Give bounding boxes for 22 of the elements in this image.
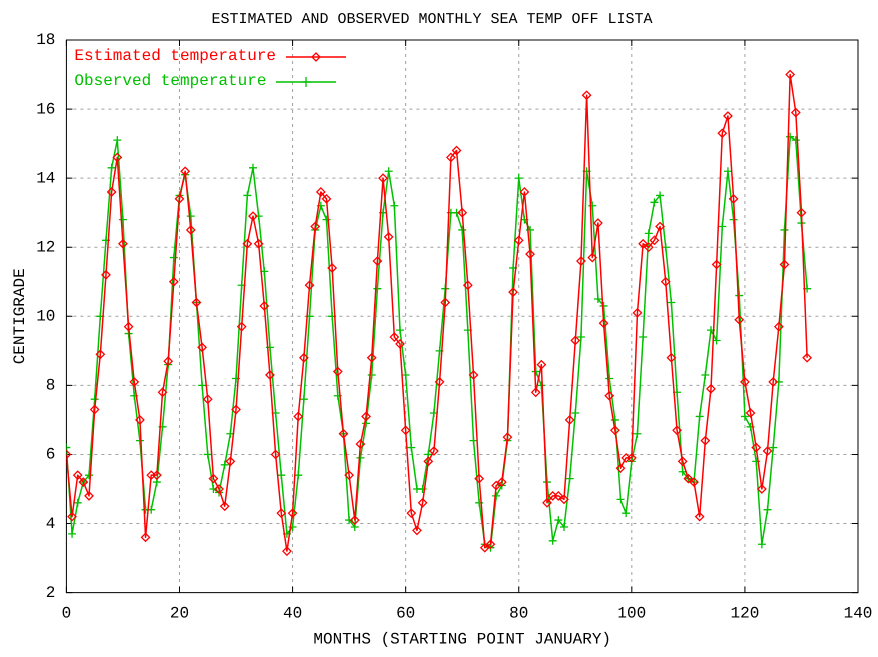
x-tick-label: 0 <box>62 604 72 622</box>
x-tick-label: 100 <box>617 604 646 622</box>
legend-label: Estimated temperature <box>74 46 276 67</box>
y-tick-label: 8 <box>46 376 56 395</box>
y-tick-label: 4 <box>46 514 56 533</box>
x-tick-label: 20 <box>170 604 190 622</box>
x-axis-title: MONTHS (STARTING POINT JANUARY) <box>313 630 612 649</box>
y-tick-label: 16 <box>36 100 56 118</box>
x-tick-label: 140 <box>844 604 872 622</box>
y-tick-label: 6 <box>46 446 56 464</box>
y-tick-label: 10 <box>36 308 56 326</box>
y-tick-label: 12 <box>36 238 56 256</box>
y-tick-label: 18 <box>36 31 56 50</box>
y-axis-title: CENTIGRADE <box>10 268 29 364</box>
x-tick-label: 60 <box>396 604 416 622</box>
chart-title: ESTIMATED AND OBSERVED MONTHLY SEA TEMP OFF LISTA <box>211 10 653 28</box>
x-tick-label: 40 <box>282 604 302 622</box>
y-tick-label: 14 <box>36 169 56 188</box>
y-tick-label: 2 <box>46 584 56 602</box>
legend-label: Observed temperature <box>74 71 266 92</box>
x-tick-label: 80 <box>509 604 528 622</box>
x-tick-label: 120 <box>730 604 760 622</box>
